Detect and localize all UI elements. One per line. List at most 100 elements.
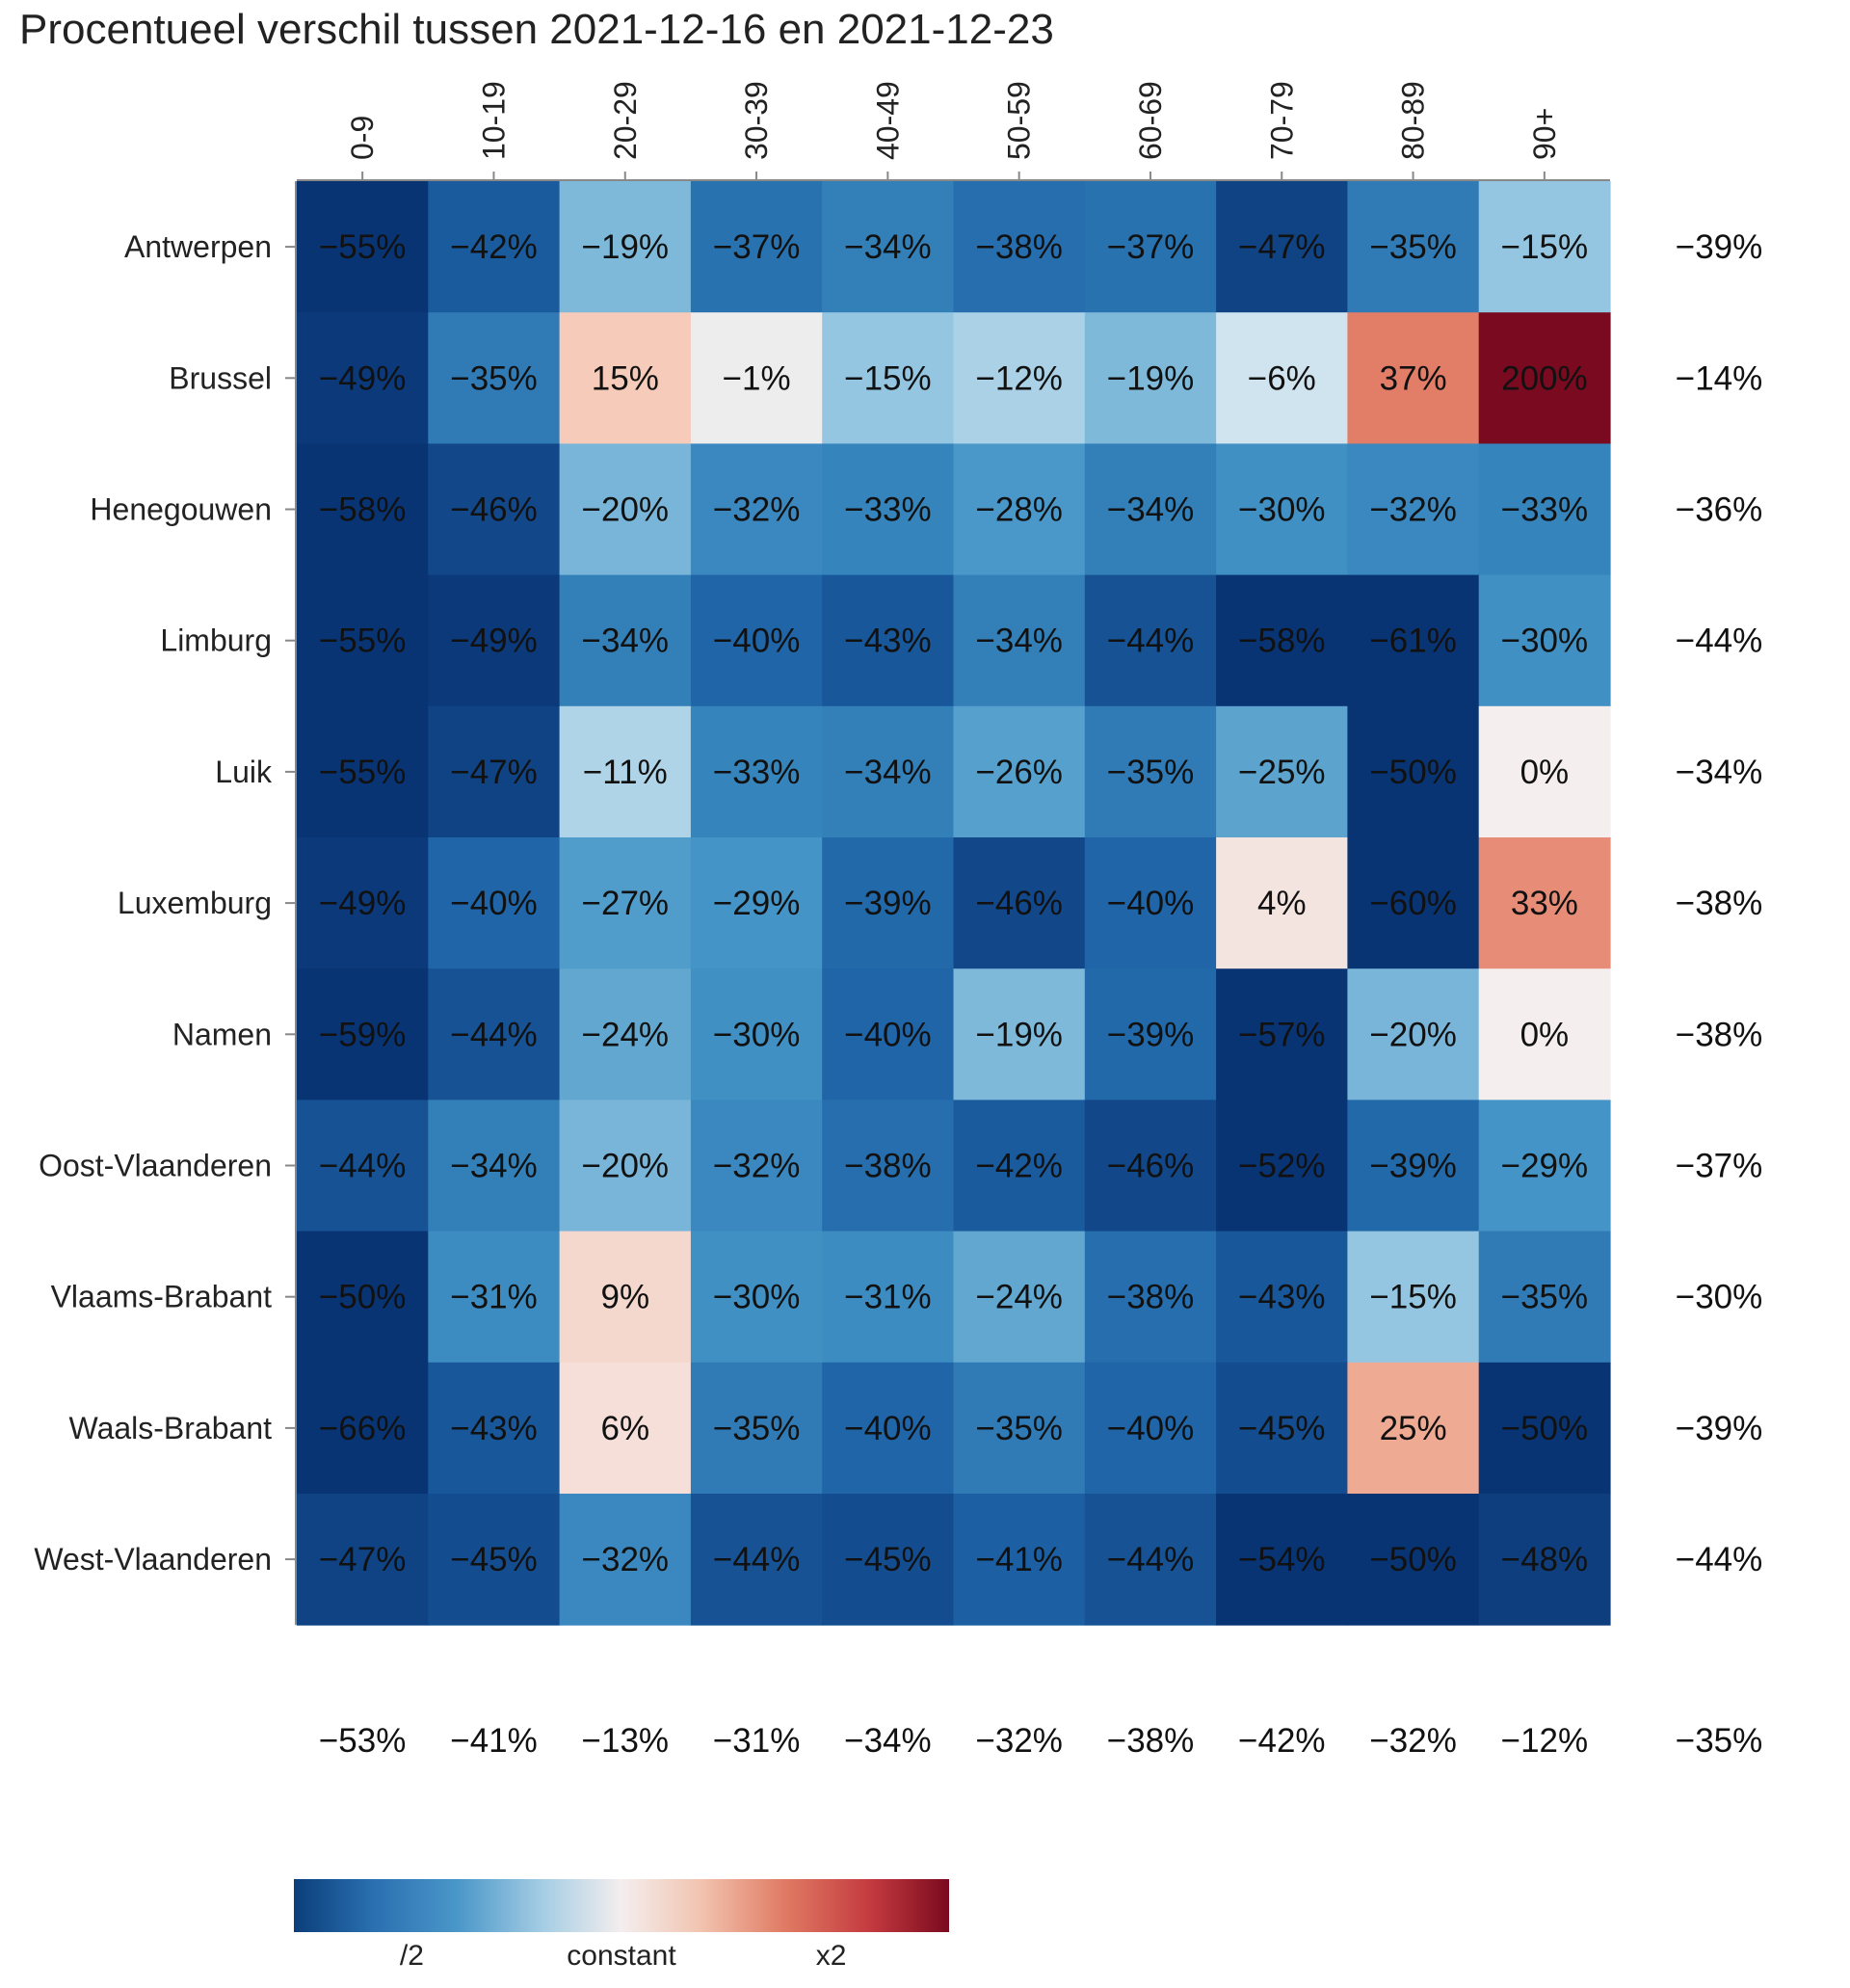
cell-value-label: −35% [1501, 1279, 1589, 1316]
cell-value-label: −6% [1248, 359, 1316, 397]
heatmap-cell [822, 705, 955, 838]
heatmap-cell [690, 443, 823, 576]
heatmap-cell [1478, 705, 1611, 838]
column-total-label: −32% [1369, 1722, 1457, 1760]
cell-value-label: −19% [582, 228, 670, 266]
column-label: 10-19 [477, 81, 512, 160]
cell-value-label: 6% [601, 1410, 650, 1447]
heatmap-cell [1478, 1494, 1611, 1626]
cell-value-label: −20% [582, 491, 670, 529]
heatmap-cell [1478, 574, 1611, 707]
cell-value-label: −37% [713, 228, 801, 266]
heatmap-cell [1084, 1231, 1217, 1364]
cell-value-label: −39% [844, 885, 932, 922]
column-total-label: −42% [1238, 1722, 1326, 1760]
heatmap-cell [1084, 968, 1217, 1100]
cell-value-label: −44% [1107, 623, 1195, 660]
heatmap-cell [822, 1100, 955, 1233]
cell-value-label: −55% [319, 623, 407, 660]
cell-value-label: −32% [582, 1541, 670, 1578]
cell-value-label: −19% [1107, 359, 1195, 397]
row-total-label: −38% [1676, 1016, 1763, 1053]
row-label: Vlaams-Brabant [51, 1280, 273, 1314]
heatmap-cell [690, 968, 823, 1100]
cell-value-label: −46% [975, 885, 1063, 922]
column-total-label: −32% [975, 1722, 1063, 1760]
cell-value-label: −15% [844, 359, 932, 397]
grand-total-label: −35% [1676, 1722, 1763, 1760]
cell-value-label: 0% [1520, 754, 1570, 791]
cell-value-label: 4% [1257, 885, 1307, 922]
cell-value-label: −20% [582, 1148, 670, 1185]
row-total-label: −39% [1676, 1410, 1763, 1447]
cell-value-label: −49% [450, 623, 538, 660]
cell-value-label: −43% [450, 1410, 538, 1447]
heatmap-cell [822, 968, 955, 1100]
column-label: 40-49 [870, 81, 905, 160]
heatmap-cell [953, 312, 1086, 444]
heatmap-cell [1084, 705, 1217, 838]
cell-value-label: −34% [1107, 491, 1195, 529]
heatmap-cell [1347, 574, 1480, 707]
cell-value-label: −38% [844, 1148, 932, 1185]
heatmap-cell [297, 1100, 429, 1233]
heatmap-cell [559, 1494, 692, 1626]
cell-value-label: −30% [1238, 491, 1326, 529]
row-label: Luik [215, 755, 273, 789]
row-total-label: −14% [1676, 359, 1763, 397]
row-total-label: −44% [1676, 1541, 1763, 1578]
row-total-label: −38% [1676, 885, 1763, 922]
cell-value-label: 9% [601, 1279, 650, 1316]
heatmap-cell [428, 968, 561, 1100]
heatmap-cell [1347, 968, 1480, 1100]
row-total-label: −39% [1676, 228, 1763, 266]
heatmap-cell [559, 837, 692, 969]
cell-value-label: −12% [975, 359, 1063, 397]
row-total-label: −30% [1676, 1279, 1763, 1316]
cell-value-label: −34% [582, 623, 670, 660]
heatmap-cell [1084, 574, 1217, 707]
cell-value-label: −29% [1501, 1148, 1589, 1185]
column-total-label: −12% [1501, 1722, 1589, 1760]
heatmap-cell [428, 443, 561, 576]
heatmap-cell [559, 1231, 692, 1364]
heatmap-cell [1347, 837, 1480, 969]
heatmap-cell [690, 705, 823, 838]
cell-value-label: −39% [1369, 1148, 1457, 1185]
heatmap-cell [690, 574, 823, 707]
heatmap-cell [559, 443, 692, 576]
heatmap-cell [559, 1100, 692, 1233]
row-label: Oost-Vlaanderen [39, 1149, 272, 1183]
heatmap-cell [822, 181, 955, 313]
row-label: West-Vlaanderen [34, 1542, 272, 1577]
cell-value-label: −24% [975, 1279, 1063, 1316]
column-labels: 0-9 10-19 20-29 30-39 40-49 50-59 60-69 70-79 80… [345, 81, 1562, 160]
heatmap-cell [1347, 312, 1480, 444]
heatmap-cell [822, 837, 955, 969]
cell-value-label: −50% [1369, 1541, 1457, 1578]
heatmap-cell [690, 1231, 823, 1364]
cell-value-label: −54% [1238, 1541, 1326, 1578]
column-label: 80-89 [1396, 81, 1431, 160]
heatmap-cell [1478, 837, 1611, 969]
cell-value-label: −33% [1501, 491, 1589, 529]
cell-value-label: 25% [1380, 1410, 1447, 1447]
heatmap-cell [428, 1231, 561, 1364]
column-label: 20-29 [608, 81, 643, 160]
heatmap-cell [1084, 837, 1217, 969]
heatmap-cell [297, 312, 429, 444]
cell-value-label: −26% [975, 754, 1063, 791]
cell-value-label: 0% [1520, 1016, 1570, 1053]
cell-value-label: −27% [582, 885, 670, 922]
row-total-label: −36% [1676, 491, 1763, 529]
column-total-label: −41% [450, 1722, 538, 1760]
cell-value-label: −34% [844, 228, 932, 266]
legend-tick-label: /2 [400, 1940, 424, 1972]
heatmap-cell [953, 1362, 1086, 1495]
heatmap-cell [1216, 705, 1348, 838]
cell-value-label: −40% [844, 1016, 932, 1053]
cell-value-label: −40% [844, 1410, 932, 1447]
heatmap-cell [297, 574, 429, 707]
heatmap-cell [953, 181, 1086, 313]
heatmap-cell [953, 705, 1086, 838]
